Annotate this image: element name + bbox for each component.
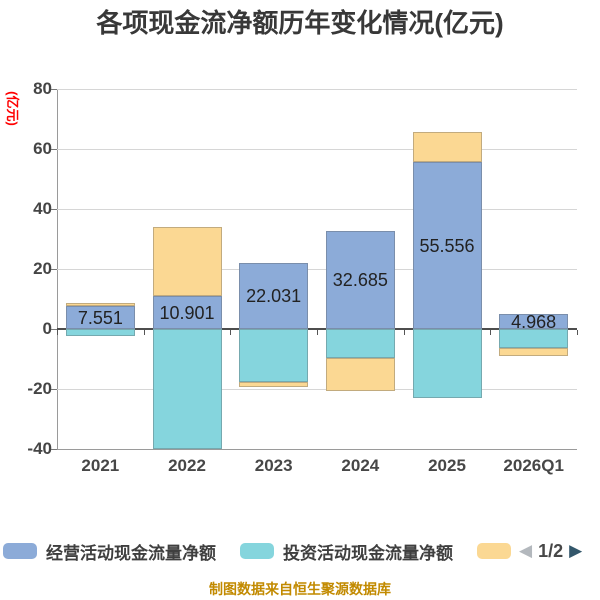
bar-segment-2026Q1-s2	[499, 347, 569, 356]
y-tick-label: 60	[33, 139, 52, 158]
bar-segment-2026Q1-s1	[499, 329, 569, 348]
gridline	[57, 389, 577, 390]
bar-segment-2023-s0	[239, 262, 309, 329]
legend: 经营活动现金流量净额 投资活动现金流量净额 ◀ 1/2 ▶	[0, 540, 600, 564]
gridline	[57, 149, 577, 150]
legend-label-operating: 经营活动现金流量净额	[46, 543, 216, 563]
bar-segment-2023-s1	[239, 329, 309, 382]
y-tick-mark	[51, 89, 57, 90]
bar-segment-2025-s2	[412, 132, 482, 163]
x-axis-label-2025: 2025	[428, 456, 466, 475]
bar-value-label: 7.551	[77, 307, 123, 328]
y-tick-mark	[51, 149, 57, 150]
y-tick-label: -20	[27, 379, 52, 398]
bar-segment-2022-s1	[152, 329, 222, 449]
bar-segment-2026Q1-s0	[499, 314, 569, 329]
x-axis-label-2024: 2024	[341, 456, 380, 475]
footer-credit: 制图数据来自恒生聚源数据库	[209, 581, 391, 597]
legend-item-investing[interactable]: 投资活动现金流量净额	[240, 540, 453, 563]
gridline	[57, 269, 577, 270]
bar-segment-2024-s1	[325, 329, 395, 359]
x-tick-mark	[490, 330, 492, 335]
y-tick-label: 40	[33, 199, 52, 218]
x-tick-mark	[230, 330, 232, 335]
x-tick-mark	[143, 330, 145, 335]
bar-value-label: 55.556	[419, 235, 475, 256]
bar-segment-2022-s2	[152, 227, 222, 297]
gridline	[57, 449, 577, 450]
bar-value-label: 4.968	[511, 311, 557, 332]
legend-swatch-operating	[3, 543, 37, 559]
y-tick-mark	[51, 209, 57, 210]
legend-item-financing[interactable]	[477, 540, 511, 562]
legend-item-operating[interactable]: 经营活动现金流量净额	[3, 540, 216, 563]
bar-segment-2025-s1	[412, 329, 482, 398]
y-tick-label: 0	[42, 319, 52, 338]
legend-pager: ◀ 1/2 ▶	[519, 540, 582, 562]
x-axis-label-2021: 2021	[81, 456, 120, 475]
x-axis-label-2026Q1: 2026Q1	[503, 456, 564, 475]
bar-segment-2025-s0	[412, 162, 482, 329]
chart-plot-area: 7.551 10.901 22.031 32.685 55.556 4.968	[57, 89, 577, 450]
bar-segment-2021-s1	[65, 329, 135, 336]
bar-segment-2022-s0	[152, 296, 222, 329]
pager-page-indicator: 1/2	[538, 540, 564, 561]
x-axis-label-2023: 2023	[254, 456, 293, 475]
x-axis-label-2022: 2022	[168, 456, 206, 475]
bar-value-label: 22.031	[246, 285, 302, 306]
bar-segment-2023-s2	[239, 381, 309, 388]
gridline	[57, 89, 577, 90]
bar-segment-2024-s0	[325, 230, 395, 329]
bar-segment-2024-s2	[325, 358, 395, 391]
x-tick-mark	[57, 330, 58, 335]
legend-swatch-financing	[477, 543, 511, 559]
y-tick-mark	[51, 389, 57, 390]
gridline	[57, 328, 577, 330]
y-tick-mark	[51, 269, 57, 270]
legend-label-investing: 投资活动现金流量净额	[283, 543, 453, 563]
y-tick-mark	[51, 449, 57, 450]
y-tick-mark	[51, 329, 57, 330]
pager-next-icon[interactable]: ▶	[569, 541, 583, 560]
x-tick-mark	[317, 330, 318, 335]
page-title: 各项现金流净额历年变化情况(亿元)	[96, 8, 504, 38]
legend-swatch-investing	[240, 543, 274, 559]
gridline	[57, 209, 577, 210]
bar-segment-2021-s2	[65, 303, 135, 307]
x-tick-mark	[577, 330, 578, 335]
bar-value-label: 10.901	[159, 302, 215, 323]
x-tick-mark	[403, 330, 405, 335]
y-tick-label: -40	[27, 439, 52, 458]
y-tick-label: 80	[33, 79, 52, 98]
y-tick-label: 20	[33, 259, 52, 278]
pager-prev-icon[interactable]: ◀	[519, 541, 533, 560]
bar-segment-2021-s0	[65, 306, 135, 329]
bar-value-label: 32.685	[332, 269, 388, 290]
